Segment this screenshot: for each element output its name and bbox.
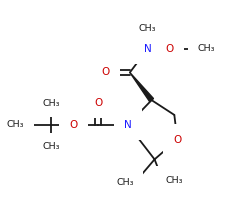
Text: O: O <box>101 67 109 78</box>
Text: N: N <box>144 44 152 54</box>
Text: O: O <box>165 44 173 54</box>
Text: CH₃: CH₃ <box>7 120 24 129</box>
Text: CH₃: CH₃ <box>42 142 59 151</box>
Text: CH₃: CH₃ <box>197 44 215 53</box>
Text: O: O <box>94 98 102 108</box>
Text: O: O <box>69 120 78 130</box>
Text: N: N <box>124 120 132 130</box>
Text: O: O <box>173 135 181 145</box>
Text: CH₃: CH₃ <box>165 176 183 185</box>
Text: CH₃: CH₃ <box>116 178 134 187</box>
Text: CH₃: CH₃ <box>42 99 59 108</box>
Polygon shape <box>130 72 154 102</box>
Text: CH₃: CH₃ <box>139 24 156 33</box>
